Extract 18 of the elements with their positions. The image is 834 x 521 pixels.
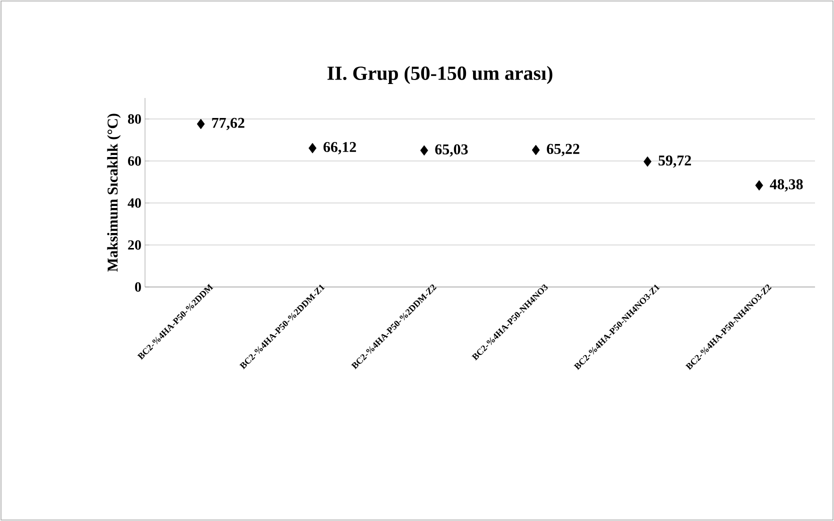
y-tick-label: 20 <box>128 240 141 250</box>
data-label: 65,22 <box>546 144 580 156</box>
point <box>196 118 205 130</box>
y-axis-title: Maksimum Sıcaklık (°C) <box>107 114 121 272</box>
y-tick-label: 40 <box>128 198 141 208</box>
data-label: 48,38 <box>770 179 803 192</box>
point <box>420 145 428 156</box>
data-label: 65,03 <box>435 144 468 157</box>
y-tick-label: 80 <box>128 114 141 124</box>
point <box>308 142 316 154</box>
y-tick-label: 60 <box>128 156 141 166</box>
data-label: 59,72 <box>658 155 691 168</box>
point <box>644 156 652 167</box>
data-label: 77,62 <box>212 118 244 130</box>
point <box>532 144 540 156</box>
point <box>755 180 764 191</box>
data-label: 66,12 <box>324 142 356 154</box>
chart-title: II. Grup (50-150 um arası) <box>327 66 552 84</box>
